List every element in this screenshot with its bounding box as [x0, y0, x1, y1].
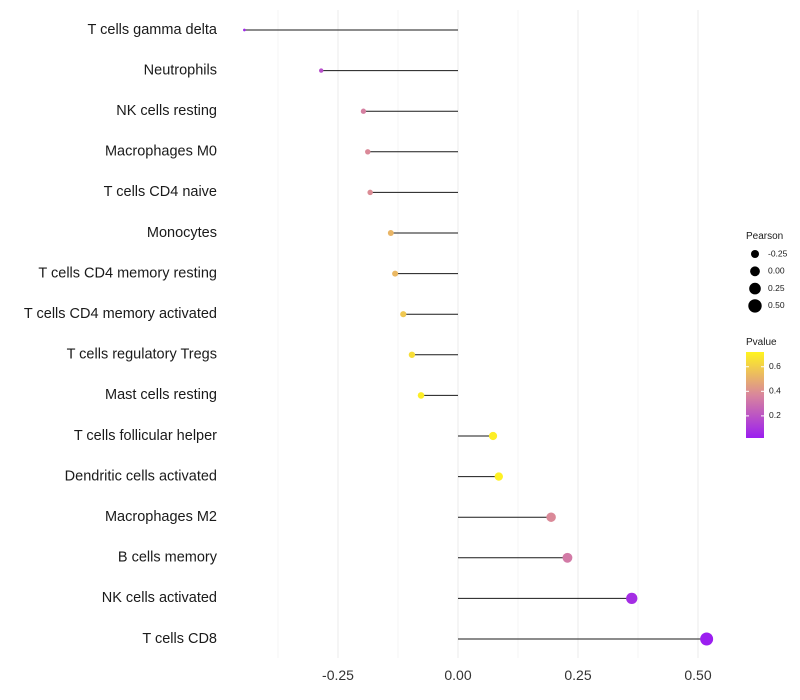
colorbar — [746, 352, 764, 438]
category-label: T cells CD4 memory activated — [24, 306, 217, 322]
category-label: Dendritic cells activated — [65, 468, 217, 484]
point — [392, 270, 399, 277]
x-axis-tick-labels: -0.25 0.00 0.25 0.50 — [322, 667, 712, 683]
category-label: Neutrophils — [144, 62, 217, 78]
category-label: T cells regulatory Tregs — [67, 347, 217, 363]
point — [408, 351, 416, 358]
category-label: T cells CD4 naive — [104, 184, 217, 200]
lollipop-stems — [244, 29, 707, 640]
pearson-size-legend: Pearson -0.25 0.00 0.25 0.50 — [746, 231, 788, 313]
legend-size-key — [750, 266, 760, 277]
point — [400, 311, 407, 318]
category-labels: T cells gamma delta Neutrophils NK cells r… — [24, 22, 218, 647]
category-label: NK cells activated — [102, 590, 217, 606]
category-label: T cells CD4 memory resting — [38, 265, 217, 281]
category-label: Mast cells resting — [105, 387, 217, 403]
legend-size-key — [751, 250, 759, 258]
point — [562, 552, 573, 563]
point — [365, 149, 371, 155]
point — [700, 632, 714, 646]
legend-size-label: 0.50 — [768, 300, 785, 310]
point — [243, 28, 246, 32]
legend-size-label: 0.00 — [768, 266, 785, 276]
point — [546, 512, 556, 522]
category-label: T cells CD8 — [142, 631, 217, 647]
x-tick-label: -0.25 — [322, 667, 354, 683]
legend-title: Pvalue — [746, 337, 777, 348]
category-label: B cells memory — [118, 550, 218, 566]
x-tick-label: 0.00 — [444, 667, 471, 683]
point — [387, 230, 394, 236]
category-label: Macrophages M0 — [105, 144, 217, 160]
colorbar-label: 0.6 — [769, 361, 781, 371]
point — [319, 68, 324, 73]
legend-size-label: 0.25 — [768, 283, 785, 293]
x-tick-label: 0.50 — [684, 667, 711, 683]
category-label: T cells follicular helper — [74, 428, 217, 444]
legend-size-key — [749, 282, 761, 295]
point — [367, 189, 373, 196]
lollipop-dots — [243, 28, 714, 646]
category-label: Macrophages M2 — [105, 509, 217, 525]
colorbar-label: 0.4 — [769, 386, 781, 396]
point — [494, 472, 503, 481]
grid-lines — [277, 10, 699, 658]
legend-title: Pearson — [746, 231, 783, 242]
legend-size-label: -0.25 — [768, 248, 788, 258]
x-tick-label: 0.25 — [564, 667, 591, 683]
category-label: Monocytes — [147, 225, 217, 241]
point — [488, 431, 498, 441]
point — [360, 108, 367, 114]
point — [417, 392, 425, 399]
colorbar-label: 0.2 — [769, 410, 781, 420]
category-label: NK cells resting — [116, 103, 217, 119]
legend-size-key — [748, 299, 762, 313]
pvalue-color-legend: Pvalue 0.2 0.4 0.6 — [746, 337, 781, 438]
category-label: T cells gamma delta — [88, 22, 218, 38]
point — [626, 592, 638, 605]
